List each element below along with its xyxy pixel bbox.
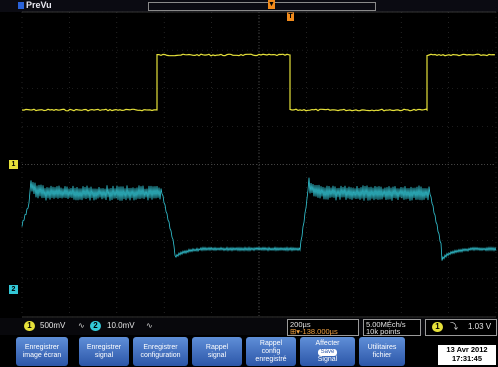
sample-rate: 5.00MÉch/s (366, 320, 406, 329)
save-setup-button[interactable]: Enregistrer configuration (133, 337, 188, 366)
save-waveform-button[interactable]: Enregistrer signal (79, 337, 129, 366)
readout-bar: 1 500mV ∿ 2 10.0mV ∿ 200µs ⊞▾-138.000µs … (0, 318, 498, 336)
trigger-position-icon: ▼ (268, 0, 275, 9)
timebase-scale: 200µs (290, 320, 311, 329)
date: 13 Avr 2012 (446, 345, 488, 354)
ch2-scale[interactable]: 10.0mV (107, 321, 135, 330)
ch2-bandwidth-icon: ∿ (146, 321, 153, 330)
date-time: 13 Avr 2012 17:31:45 (438, 345, 496, 365)
recall-setup-button[interactable]: Rappel config enregistré (246, 337, 296, 366)
trigger-source-badge: 1 (432, 322, 443, 332)
graticule-grid (21, 11, 497, 318)
ch1-ground-marker[interactable]: 1 (9, 160, 18, 169)
ch2-ground-marker[interactable]: 2 (9, 285, 18, 294)
recall-waveform-button[interactable]: Rappel signal (192, 337, 242, 366)
trigger-level: 1.03 V (468, 322, 492, 331)
acquisition-mode-label: PreVu (26, 0, 52, 10)
acquisition-readout[interactable]: 5.00MÉch/s 10k points (363, 319, 421, 336)
record-length: 10k points (366, 327, 401, 336)
record-view-window[interactable] (148, 2, 376, 11)
assign-save-button[interactable]: Affecter Save Signal (300, 337, 355, 366)
trigger-slope-icon: ⤵ (450, 322, 458, 331)
ch2-badge[interactable]: 2 (90, 321, 101, 331)
timebase-readout[interactable]: 200µs ⊞▾-138.000µs (287, 319, 359, 336)
prevu-indicator-icon (18, 2, 24, 9)
ch1-waveform (21, 53, 496, 112)
file-utilities-button[interactable]: Utilitaires fichier (359, 337, 405, 366)
ch2-waveform (21, 177, 497, 261)
trigger-readout[interactable]: 1 ⤵ 1.03 V (425, 319, 497, 336)
timebase-position: ⊞▾-138.000µs (290, 327, 338, 336)
time: 17:31:45 (451, 354, 483, 363)
ch1-badge[interactable]: 1 (24, 321, 35, 331)
softkey-menu: Enregistrer image écran Enregistrer signal… (0, 336, 498, 367)
trigger-marker: T (287, 12, 294, 21)
ch1-bandwidth-icon: ∿ (78, 321, 85, 330)
delay-icon: ⊞▾ (290, 327, 301, 336)
save-key-icon: Save (317, 348, 338, 356)
status-bar: PreVu ▼ (0, 0, 498, 12)
save-screen-image-button[interactable]: Enregistrer image écran (16, 337, 68, 366)
ch1-scale[interactable]: 500mV (40, 321, 66, 330)
